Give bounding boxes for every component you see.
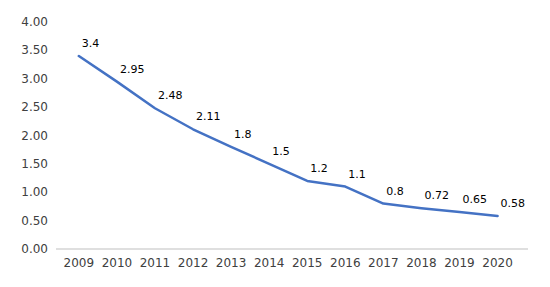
data-label: 2.11 (196, 110, 221, 123)
x-tick: 2018 (406, 256, 437, 270)
y-tick: 2.00 (21, 129, 48, 143)
y-axis: 0.00 0.50 1.00 1.50 2.00 2.50 3.00 3.50 4.00 (21, 15, 48, 256)
data-labels: 3.4 2.95 2.48 2.11 1.8 1.5 1.2 1.1 0.8 0.72 0.65 0.… (82, 37, 525, 210)
x-tick: 2009 (64, 256, 95, 270)
data-label: 1.2 (310, 162, 328, 175)
x-tick: 2012 (178, 256, 209, 270)
x-tick: 2016 (330, 256, 361, 270)
data-label: 0.58 (501, 197, 526, 210)
x-tick: 2020 (482, 256, 513, 270)
data-label: 0.65 (462, 193, 487, 206)
x-tick-label: 2019 (444, 256, 475, 270)
x-axis: 2009 2010 2011 2012 2013 2014 2015 2016 2017 2018… (56, 249, 528, 270)
y-tick-label: 0.50 (21, 214, 48, 228)
y-tick-label: 4.00 (21, 15, 48, 29)
x-tick-label: 2015 (292, 256, 323, 270)
data-label: 0.8 (386, 185, 404, 198)
data-label: 2.95 (120, 63, 145, 76)
plot-area (79, 56, 498, 216)
x-axis-line (56, 249, 528, 250)
x-tick-label: 2014 (254, 256, 285, 270)
data-label: 0.72 (424, 189, 449, 202)
x-tick: 2010 (102, 256, 133, 270)
data-label: 3.4 (82, 37, 100, 50)
y-tick-label: 1.50 (21, 157, 48, 171)
y-tick: 1.50 (21, 157, 48, 171)
y-tick-label: 0.00 (21, 242, 48, 256)
chart-container: 0.00 0.50 1.00 1.50 2.00 2.50 3.00 3.50 4.00 2009… (0, 0, 550, 287)
line (79, 56, 498, 216)
x-tick-label: 2017 (368, 256, 399, 270)
y-tick-label: 2.00 (21, 129, 48, 143)
y-tick: 0.00 (21, 242, 48, 256)
y-tick-label: 3.00 (21, 72, 48, 86)
y-tick: 3.00 (21, 72, 48, 86)
data-label: 2.48 (158, 89, 183, 102)
x-tick-label: 2016 (330, 256, 361, 270)
x-tick-label: 2010 (102, 256, 133, 270)
y-tick: 4.00 (21, 15, 48, 29)
y-tick-label: 1.00 (21, 185, 48, 199)
data-label: 1.8 (234, 128, 252, 141)
data-label: 1.5 (272, 145, 290, 158)
y-tick: 0.50 (21, 214, 48, 228)
x-tick-label: 2018 (406, 256, 437, 270)
x-tick-label: 2020 (482, 256, 513, 270)
x-tick: 2019 (444, 256, 475, 270)
x-tick: 2017 (368, 256, 399, 270)
x-tick-label: 2013 (216, 256, 247, 270)
y-tick: 2.50 (21, 100, 48, 114)
x-tick: 2013 (216, 256, 247, 270)
x-tick: 2014 (254, 256, 285, 270)
x-tick-label: 2012 (178, 256, 209, 270)
y-tick: 3.50 (21, 43, 48, 57)
y-tick-label: 2.50 (21, 100, 48, 114)
x-tick: 2011 (140, 256, 171, 270)
x-tick: 2015 (292, 256, 323, 270)
x-tick-label: 2009 (64, 256, 95, 270)
y-tick-label: 3.50 (21, 43, 48, 57)
x-tick-label: 2011 (140, 256, 171, 270)
y-tick: 1.00 (21, 185, 48, 199)
data-label: 1.1 (348, 168, 366, 181)
chart: 0.00 0.50 1.00 1.50 2.00 2.50 3.00 3.50 4.00 2009… (0, 0, 550, 287)
